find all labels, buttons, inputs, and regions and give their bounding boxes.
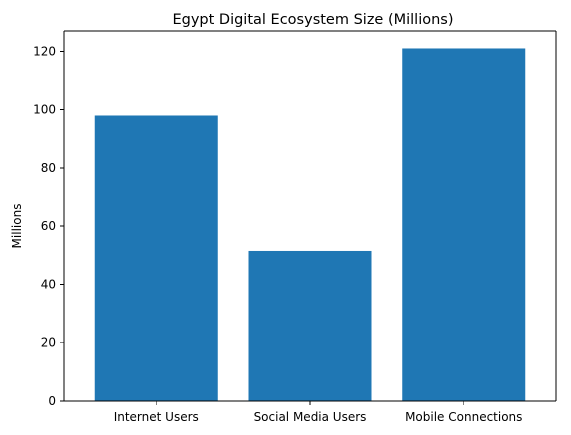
y-tick-label: 0 <box>48 394 56 408</box>
y-tick-label: 60 <box>41 219 56 233</box>
x-tick-label: Social Media Users <box>254 410 367 424</box>
bar-mobile-connections <box>402 48 526 401</box>
bar-social-media-users <box>248 250 372 401</box>
y-tick-label: 100 <box>33 103 56 117</box>
x-tick-label: Internet Users <box>114 410 199 424</box>
axes-frame <box>63 30 557 402</box>
y-tick-label: 20 <box>41 336 56 350</box>
bar-internet-users <box>94 115 218 401</box>
x-axis-ticks: Internet Users Social Media Users Mobile C… <box>114 401 522 424</box>
chart-title: Egypt Digital Ecosystem Size (Millions) <box>172 12 453 28</box>
y-axis-label: Millions <box>10 204 24 249</box>
x-tick-label: Mobile Connections <box>405 410 522 424</box>
y-axis-ticks: 0 20 40 60 80 100 120 <box>33 44 64 408</box>
y-tick-label: 40 <box>41 277 56 291</box>
y-tick-label: 80 <box>41 161 56 175</box>
bars-group <box>94 48 526 401</box>
y-tick-label: 120 <box>33 44 56 58</box>
